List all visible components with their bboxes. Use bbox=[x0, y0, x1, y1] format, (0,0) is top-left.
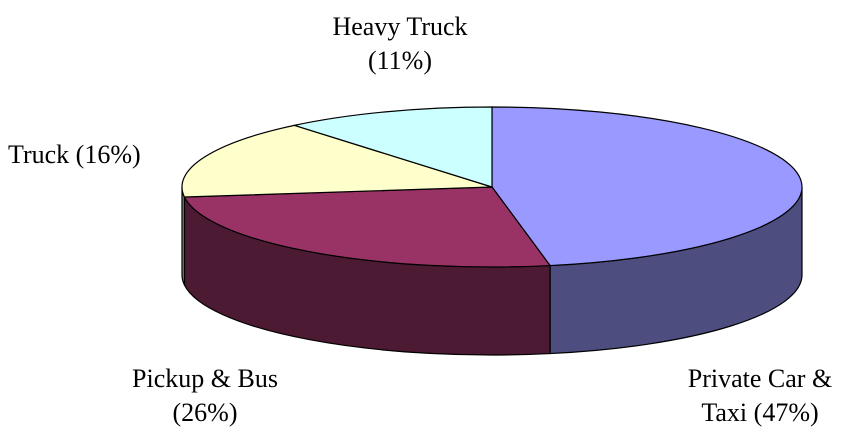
pie-slice bbox=[491, 106, 803, 267]
category-label: Truck bbox=[8, 140, 70, 169]
category-label: Pickup & Bus bbox=[132, 364, 278, 393]
pie-slice bbox=[181, 124, 493, 198]
pie-slice bbox=[183, 186, 552, 268]
slice-label: Truck (16%) bbox=[8, 138, 228, 172]
slice-label: Heavy Truck (11%) bbox=[310, 10, 490, 78]
category-label: Heavy Truck bbox=[332, 12, 468, 41]
category-label: Private Car & Taxi bbox=[687, 364, 833, 427]
value-label: (11%) bbox=[367, 46, 432, 75]
value-label: (16%) bbox=[75, 140, 141, 169]
pie-slice bbox=[292, 106, 493, 188]
value-label: (26%) bbox=[172, 398, 238, 427]
slice-label: Pickup & Bus (26%) bbox=[105, 362, 305, 430]
value-label: (47%) bbox=[753, 398, 819, 427]
slice-label: Private Car & Taxi (47%) bbox=[665, 362, 855, 430]
pie-slice-side bbox=[181, 186, 186, 286]
